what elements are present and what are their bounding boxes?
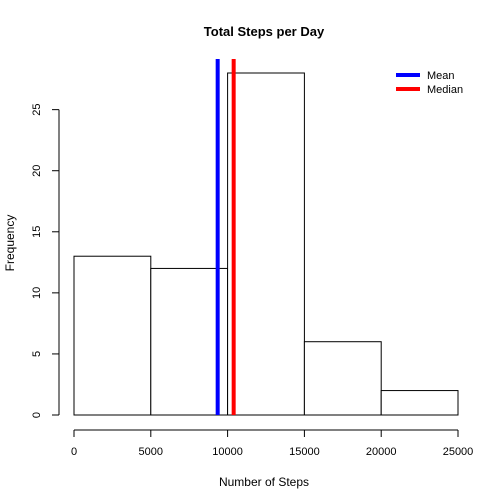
- x-tick-label-25000: 25000: [443, 446, 474, 458]
- histogram-bar-5: [380, 390, 459, 416]
- histogram-bar-2: [150, 267, 229, 416]
- x-axis-label: Number of Steps: [219, 475, 309, 489]
- x-tick-label-5000: 5000: [139, 446, 163, 458]
- y-tick-label-10: 10: [31, 287, 43, 299]
- y-tick-label-25: 25: [31, 104, 43, 116]
- reference-lines: [215, 59, 236, 415]
- x-tick-label-10000: 10000: [212, 446, 243, 458]
- y-axis: 0 5 10 15 20 25: [31, 104, 60, 418]
- x-tick-label-0: 0: [71, 446, 77, 458]
- y-axis-label: Frequency: [3, 215, 17, 272]
- histogram-bar-3: [227, 72, 305, 416]
- x-axis: 0 5000 10000 15000 20000 25000: [71, 429, 474, 458]
- y-tick-label-0: 0: [31, 412, 43, 418]
- legend: Mean Median: [396, 70, 463, 96]
- y-tick-label-5: 5: [31, 351, 43, 357]
- x-tick-label-15000: 15000: [289, 446, 320, 458]
- y-tick-label-15: 15: [31, 226, 43, 238]
- legend-label-mean: Mean: [427, 70, 455, 82]
- legend-label-median: Median: [427, 84, 463, 96]
- histogram-bar-4: [303, 341, 382, 416]
- histogram-bar-1: [73, 255, 152, 416]
- chart-title: Total Steps per Day: [204, 24, 325, 39]
- x-tick-label-20000: 20000: [366, 446, 397, 458]
- histogram-bars: [73, 72, 459, 416]
- y-tick-label-20: 20: [31, 165, 43, 177]
